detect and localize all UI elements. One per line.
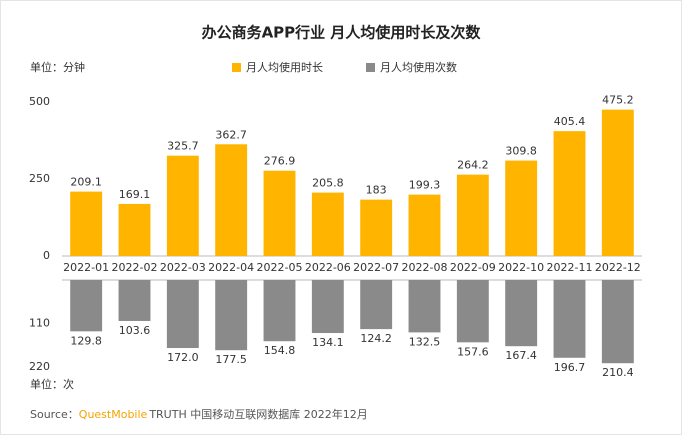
data-label: 209.1 [70, 176, 102, 189]
x-tick-label: 2022-11 [547, 261, 593, 274]
data-label: 124.2 [360, 332, 392, 345]
bar [553, 131, 586, 256]
bar [601, 280, 634, 364]
y2-tick-label: 220 [29, 360, 50, 373]
bar [166, 280, 199, 349]
bar [601, 109, 634, 256]
x-tick-label: 2022-10 [498, 261, 544, 274]
bar [118, 203, 151, 256]
y-tick-label: 500 [29, 95, 50, 108]
legend-swatch [366, 63, 375, 72]
source-label: Source：QuestMobile TRUTH 中国移动互联网数据库 2022年… [30, 407, 368, 421]
data-label: 177.5 [215, 353, 247, 366]
legend-label: 月人均使用时长 [246, 61, 323, 74]
data-label: 132.5 [409, 335, 441, 348]
x-tick-label: 2022-03 [160, 261, 206, 274]
data-label: 154.8 [264, 344, 296, 357]
y2-unit-label: 单位：次 [30, 377, 74, 391]
source-brand: QuestMobile [79, 408, 148, 421]
data-label: 199.3 [409, 179, 441, 192]
y-tick-label: 250 [29, 172, 50, 185]
bar [456, 174, 489, 256]
bar [311, 280, 344, 334]
data-label: 264.2 [457, 159, 489, 172]
x-tick-label: 2022-08 [402, 261, 448, 274]
bar [263, 170, 296, 256]
bar [70, 280, 103, 332]
bar [408, 280, 441, 333]
bar [505, 160, 538, 256]
source-text: TRUTH 中国移动互联网数据库 2022年12月 [148, 407, 367, 421]
data-label: 157.6 [457, 345, 489, 358]
x-tick-label: 2022-05 [257, 261, 303, 274]
x-tick-label: 2022-01 [63, 261, 109, 274]
data-label: 172.0 [167, 351, 199, 364]
bar [118, 280, 151, 321]
data-label: 167.4 [505, 349, 537, 362]
data-label: 169.1 [119, 188, 151, 201]
bar [215, 280, 248, 351]
legend-swatch [232, 63, 241, 72]
chart-title: 办公商务APP行业 月人均使用时长及次数 [202, 24, 482, 42]
bar [456, 280, 489, 343]
data-label: 325.7 [167, 140, 199, 153]
x-tick-label: 2022-04 [208, 261, 254, 274]
bar [505, 280, 538, 347]
data-label: 134.1 [312, 336, 344, 349]
data-label: 183 [366, 184, 387, 197]
bar [70, 191, 103, 256]
bar [263, 280, 296, 342]
data-label: 475.2 [602, 94, 634, 107]
data-label: 276.9 [264, 155, 296, 168]
legend-label: 月人均使用次数 [380, 60, 457, 74]
data-label: 205.8 [312, 177, 344, 190]
source-label: Source： [30, 408, 79, 421]
x-tick-label: 2022-09 [450, 261, 496, 274]
bar [553, 280, 586, 358]
data-label: 210.4 [602, 366, 634, 379]
y-unit-label: 单位：分钟 [30, 60, 85, 74]
data-label: 405.4 [554, 115, 586, 128]
y-tick-label: 0 [43, 249, 50, 262]
bar [360, 199, 393, 256]
data-label: 362.7 [215, 128, 247, 141]
y2-tick-label: 110 [29, 317, 50, 330]
x-tick-label: 2022-07 [353, 261, 399, 274]
bar [311, 192, 344, 256]
x-tick-label: 2022-12 [595, 261, 641, 274]
x-tick-label: 2022-02 [112, 261, 158, 274]
x-tick-label: 2022-06 [305, 261, 351, 274]
bar [408, 194, 441, 256]
data-label: 103.6 [119, 324, 151, 337]
bar [215, 144, 248, 256]
bar [166, 155, 199, 256]
data-label: 196.7 [554, 361, 586, 374]
data-label: 129.8 [70, 334, 102, 347]
data-label: 309.8 [505, 145, 537, 158]
bar [360, 280, 393, 330]
